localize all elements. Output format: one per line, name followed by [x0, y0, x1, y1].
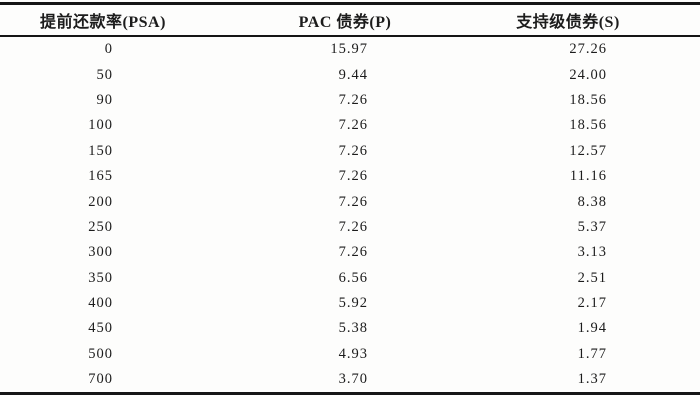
cell-support: 3.13 [577, 244, 607, 261]
cell-pac: 7.26 [338, 168, 368, 185]
table-row: 350 6.56 2.51 [0, 266, 700, 291]
cell-psa: 50 [96, 66, 113, 83]
cell-support: 12.57 [569, 142, 607, 159]
cell-pac: 7.26 [338, 142, 368, 159]
cell-pac: 4.93 [338, 345, 368, 362]
cell-support: 27.26 [569, 41, 607, 58]
cell-support: 1.94 [577, 320, 607, 337]
cell-support: 11.16 [569, 168, 607, 185]
table-row: 150 7.26 12.57 [0, 139, 700, 164]
table-row: 165 7.26 11.16 [0, 164, 700, 189]
table-row: 500 4.93 1.77 [0, 342, 700, 367]
cell-pac: 7.26 [338, 244, 368, 261]
cell-pac: 7.26 [338, 218, 368, 235]
cell-pac: 5.92 [338, 295, 368, 312]
cell-psa: 350 [88, 269, 113, 286]
cell-psa: 0 [104, 41, 113, 58]
cell-psa: 700 [88, 371, 113, 388]
cell-psa: 150 [88, 142, 113, 159]
table-row: 700 3.70 1.37 [0, 367, 700, 394]
cell-support: 5.37 [577, 218, 607, 235]
table-row: 100 7.26 18.56 [0, 113, 700, 138]
cell-support: 2.17 [577, 295, 607, 312]
cell-support: 18.56 [569, 117, 607, 134]
cell-psa: 90 [96, 91, 113, 108]
cell-psa: 200 [88, 193, 113, 210]
cell-psa: 100 [88, 117, 113, 134]
cell-support: 8.38 [577, 193, 607, 210]
cell-psa: 500 [88, 345, 113, 362]
table-row: 200 7.26 8.38 [0, 189, 700, 214]
column-header-pac-bond: PAC 债券(P) [230, 3, 460, 37]
cell-psa: 250 [88, 218, 113, 235]
cell-pac: 15.97 [330, 41, 368, 58]
cell-support: 2.51 [577, 269, 607, 286]
table-row: 50 9.44 24.00 [0, 62, 700, 87]
cell-support: 18.56 [569, 91, 607, 108]
table-header: 提前还款率(PSA) PAC 债券(P) 支持级债券(S) [0, 3, 700, 37]
column-header-psa: 提前还款率(PSA) [0, 3, 230, 37]
cell-support: 1.77 [577, 345, 607, 362]
table-body: 0 15.97 27.26 50 9.44 24.00 90 7.26 18.5… [0, 36, 700, 394]
cell-pac: 7.26 [338, 91, 368, 108]
table-row: 300 7.26 3.13 [0, 240, 700, 265]
column-header-support-bond: 支持级债券(S) [460, 3, 700, 37]
cell-support: 1.37 [577, 371, 607, 388]
cell-pac: 9.44 [338, 66, 368, 83]
table-row: 0 15.97 27.26 [0, 36, 700, 62]
table-row: 400 5.92 2.17 [0, 291, 700, 316]
cell-pac: 6.56 [338, 269, 368, 286]
cell-support: 24.00 [569, 66, 607, 83]
cell-pac: 3.70 [338, 371, 368, 388]
header-row: 提前还款率(PSA) PAC 债券(P) 支持级债券(S) [0, 3, 700, 37]
cell-pac: 7.26 [338, 193, 368, 210]
cell-psa: 300 [88, 244, 113, 261]
cell-psa: 165 [88, 168, 113, 185]
cell-pac: 5.38 [338, 320, 368, 337]
cell-pac: 7.26 [338, 117, 368, 134]
cell-psa: 450 [88, 320, 113, 337]
table-row: 250 7.26 5.37 [0, 215, 700, 240]
cell-psa: 400 [88, 295, 113, 312]
table-row: 450 5.38 1.94 [0, 316, 700, 341]
table-row: 90 7.26 18.56 [0, 88, 700, 113]
